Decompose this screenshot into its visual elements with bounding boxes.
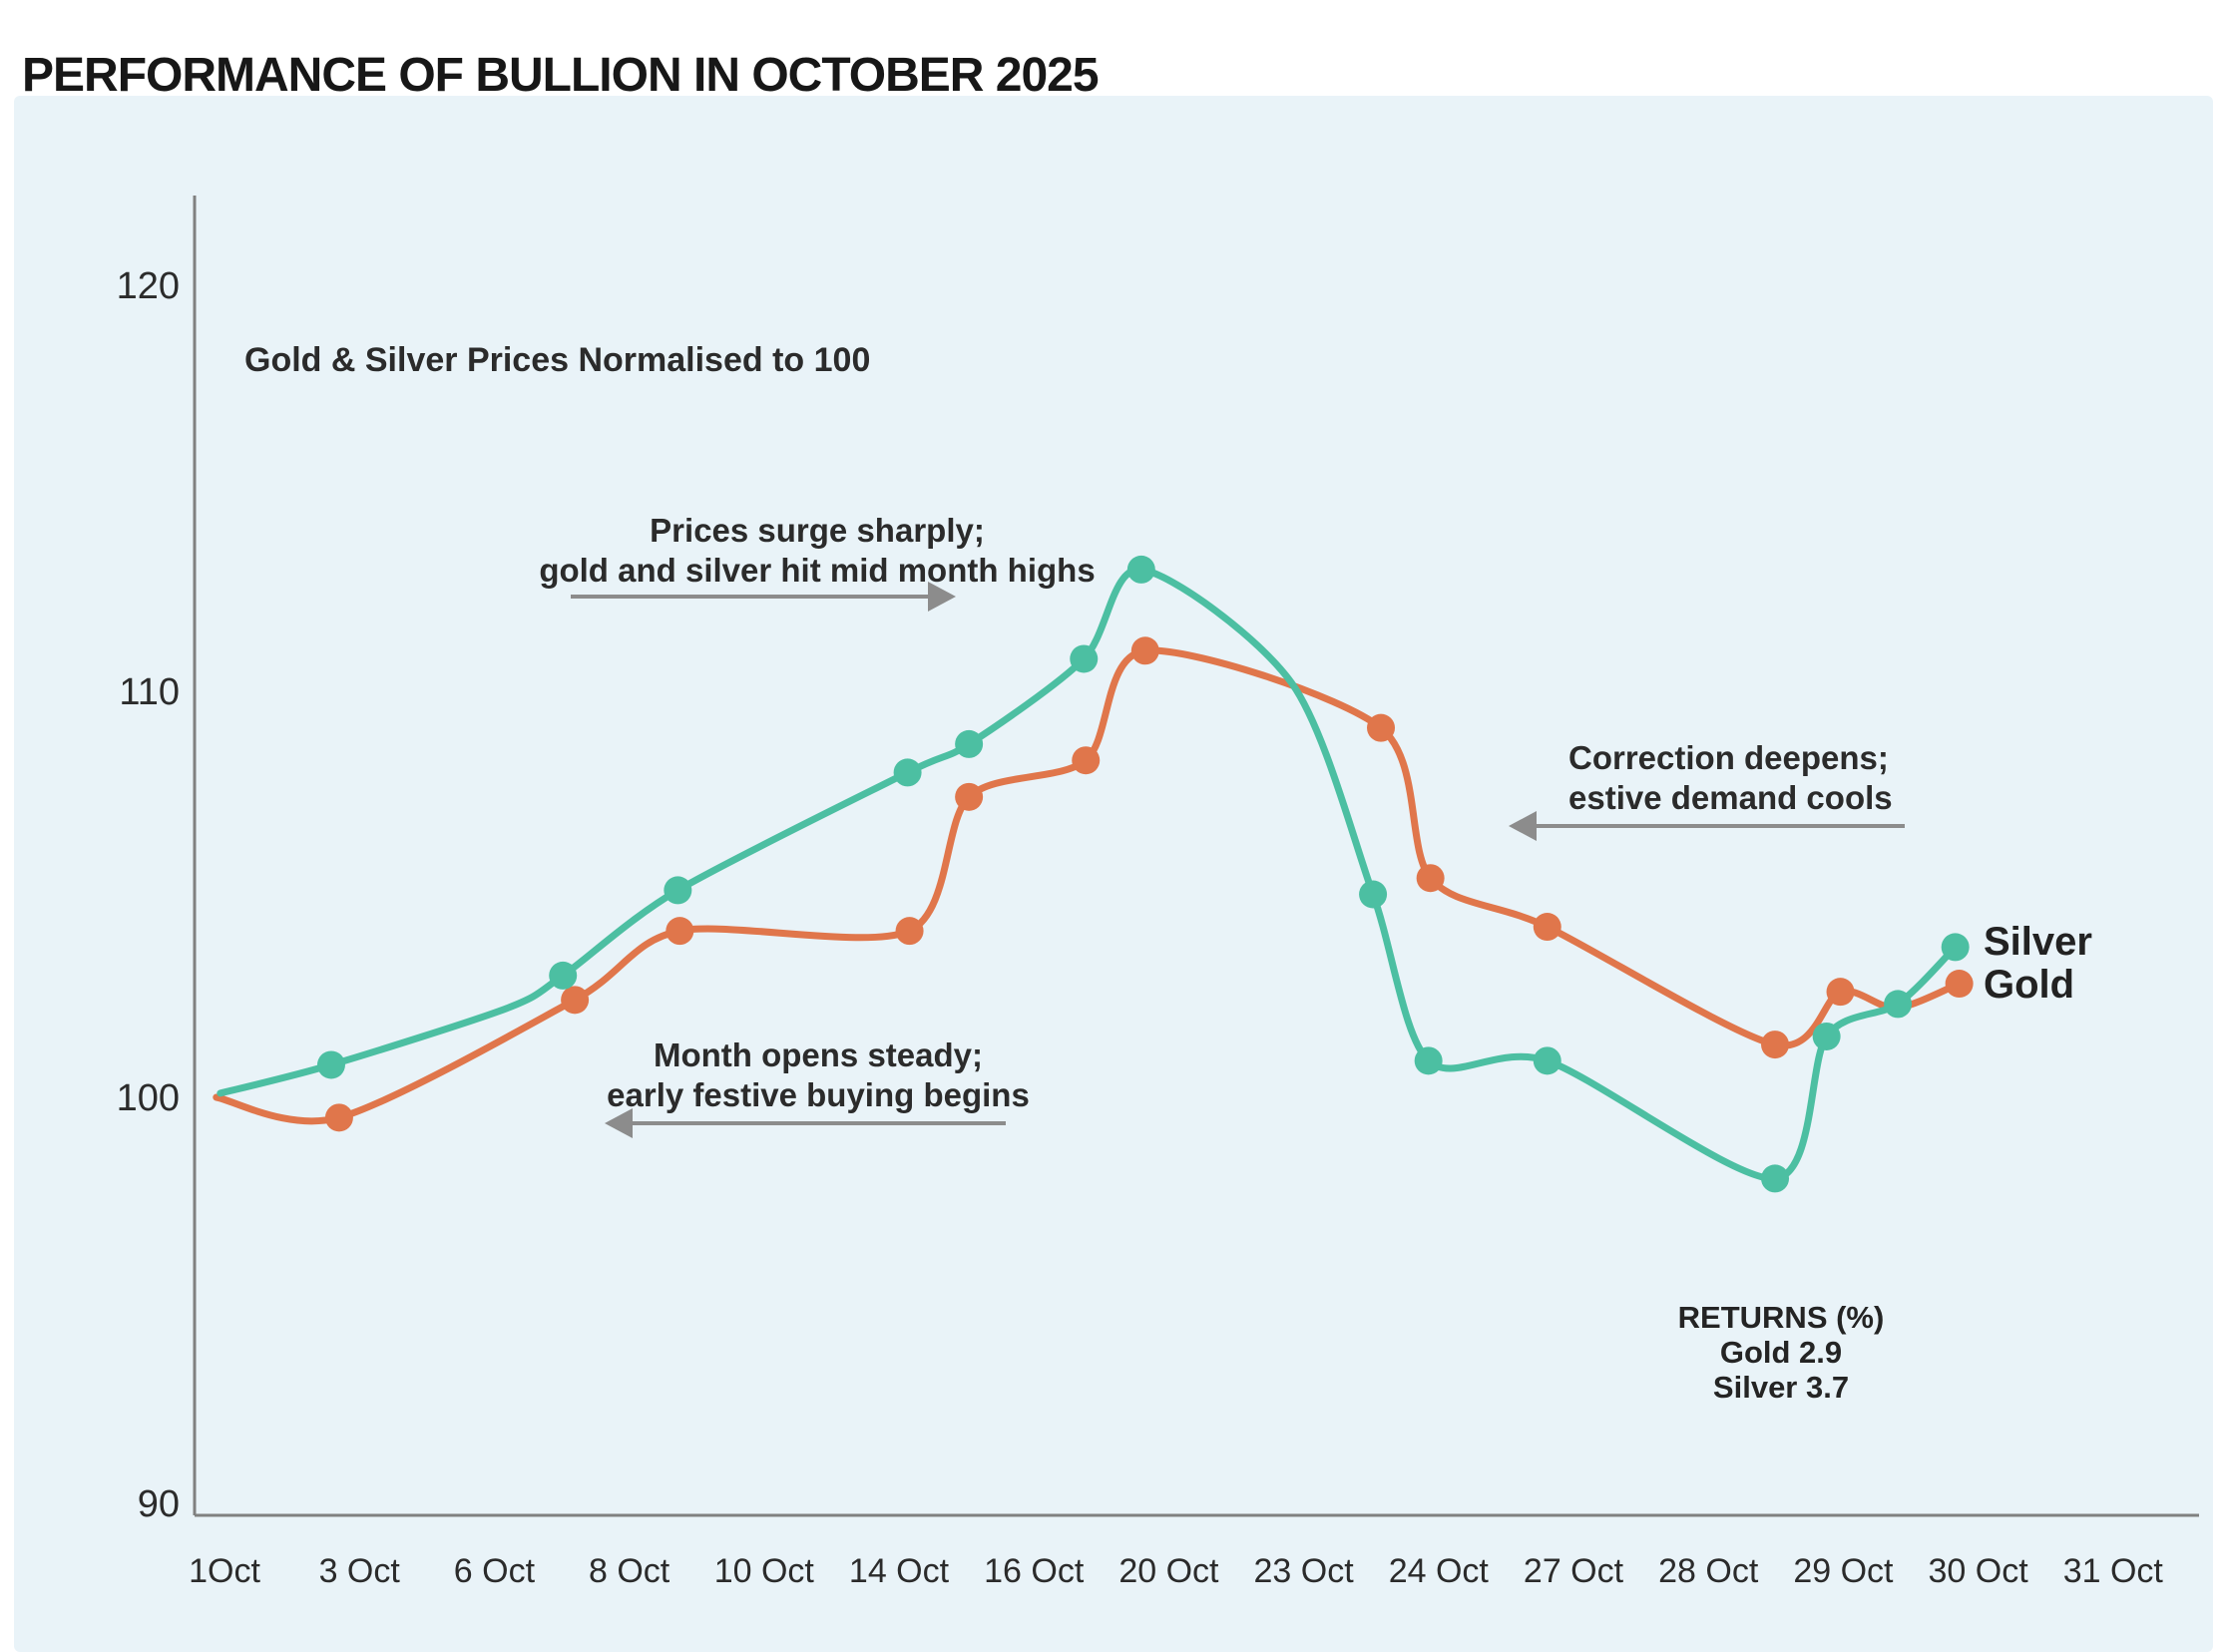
svg-text:29 Oct: 29 Oct (1793, 1552, 1894, 1590)
chart-panel: 120 110 100 90 1Oct 3 Oct 6 Oct 8 Oct 10 Oct 14 … (14, 96, 2213, 1652)
chart-canvas: 120 110 100 90 1Oct 3 Oct 6 Oct 8 Oct 10 Oct 14 … (117, 196, 2199, 1590)
annotation-correction-deepens: Correction deepens; estive demand cools (1568, 738, 2087, 818)
arrow-right-icon (571, 582, 956, 612)
svg-text:31 Oct: 31 Oct (2063, 1552, 2164, 1590)
annotation-line: Month opens steady; (653, 1036, 984, 1073)
svg-text:14 Oct: 14 Oct (849, 1552, 950, 1590)
page-title: PERFORMANCE OF BULLION IN OCTOBER 2025 (22, 49, 1100, 103)
svg-text:8 Oct: 8 Oct (589, 1552, 670, 1590)
silver-line-series (217, 555, 1970, 1193)
chart-subtitle: Gold & Silver Prices Normalised to 100 (244, 341, 871, 379)
svg-text:23 Oct: 23 Oct (1254, 1552, 1355, 1590)
annotation-line: Prices surge sharply; (650, 512, 985, 549)
gold-series-label: Gold (1984, 963, 2075, 1007)
annotation-line: early festive buying begins (607, 1076, 1030, 1113)
svg-text:24 Oct: 24 Oct (1389, 1552, 1490, 1590)
svg-text:10 Oct: 10 Oct (714, 1552, 815, 1590)
returns-summary: RETURNS (%) Gold 2.9 Silver 3.7 (1621, 1300, 1941, 1405)
arrow-left-icon (1509, 811, 1905, 841)
annotation-month-opens: Month opens steady; early festive buying… (519, 1035, 1117, 1115)
svg-text:120: 120 (117, 265, 180, 307)
svg-text:30 Oct: 30 Oct (1929, 1552, 2029, 1590)
annotation-prices-surge: Prices surge sharply; gold and silver hi… (518, 511, 1116, 591)
svg-text:27 Oct: 27 Oct (1524, 1552, 1624, 1590)
svg-text:16 Oct: 16 Oct (984, 1552, 1085, 1590)
returns-silver: Silver 3.7 (1712, 1370, 1850, 1405)
svg-text:110: 110 (119, 671, 180, 713)
svg-text:3 Oct: 3 Oct (319, 1552, 401, 1590)
svg-text:90: 90 (138, 1483, 180, 1525)
svg-text:100: 100 (117, 1077, 180, 1119)
gold-line-series (213, 636, 1974, 1132)
svg-text:6 Oct: 6 Oct (454, 1552, 536, 1590)
y-axis-tick-labels: 120 110 100 90 (117, 265, 180, 1525)
annotation-line: estive demand cools (1568, 779, 1893, 816)
returns-heading: RETURNS (%) (1677, 1300, 1885, 1335)
returns-gold: Gold 2.9 (1719, 1335, 1843, 1370)
svg-text:20 Oct: 20 Oct (1118, 1552, 1219, 1590)
x-axis-tick-labels: 1Oct 3 Oct 6 Oct 8 Oct 10 Oct 14 Oct 16 Oct 20 … (189, 1552, 2163, 1590)
annotation-line: gold and silver hit mid month highs (539, 552, 1096, 589)
silver-series-label: Silver (1984, 920, 2092, 964)
svg-text:1Oct: 1Oct (189, 1552, 260, 1590)
arrow-left-icon (605, 1108, 1006, 1138)
axes (193, 196, 2199, 1517)
svg-text:28 Oct: 28 Oct (1658, 1552, 1759, 1590)
annotation-line: Correction deepens; (1568, 739, 1889, 776)
